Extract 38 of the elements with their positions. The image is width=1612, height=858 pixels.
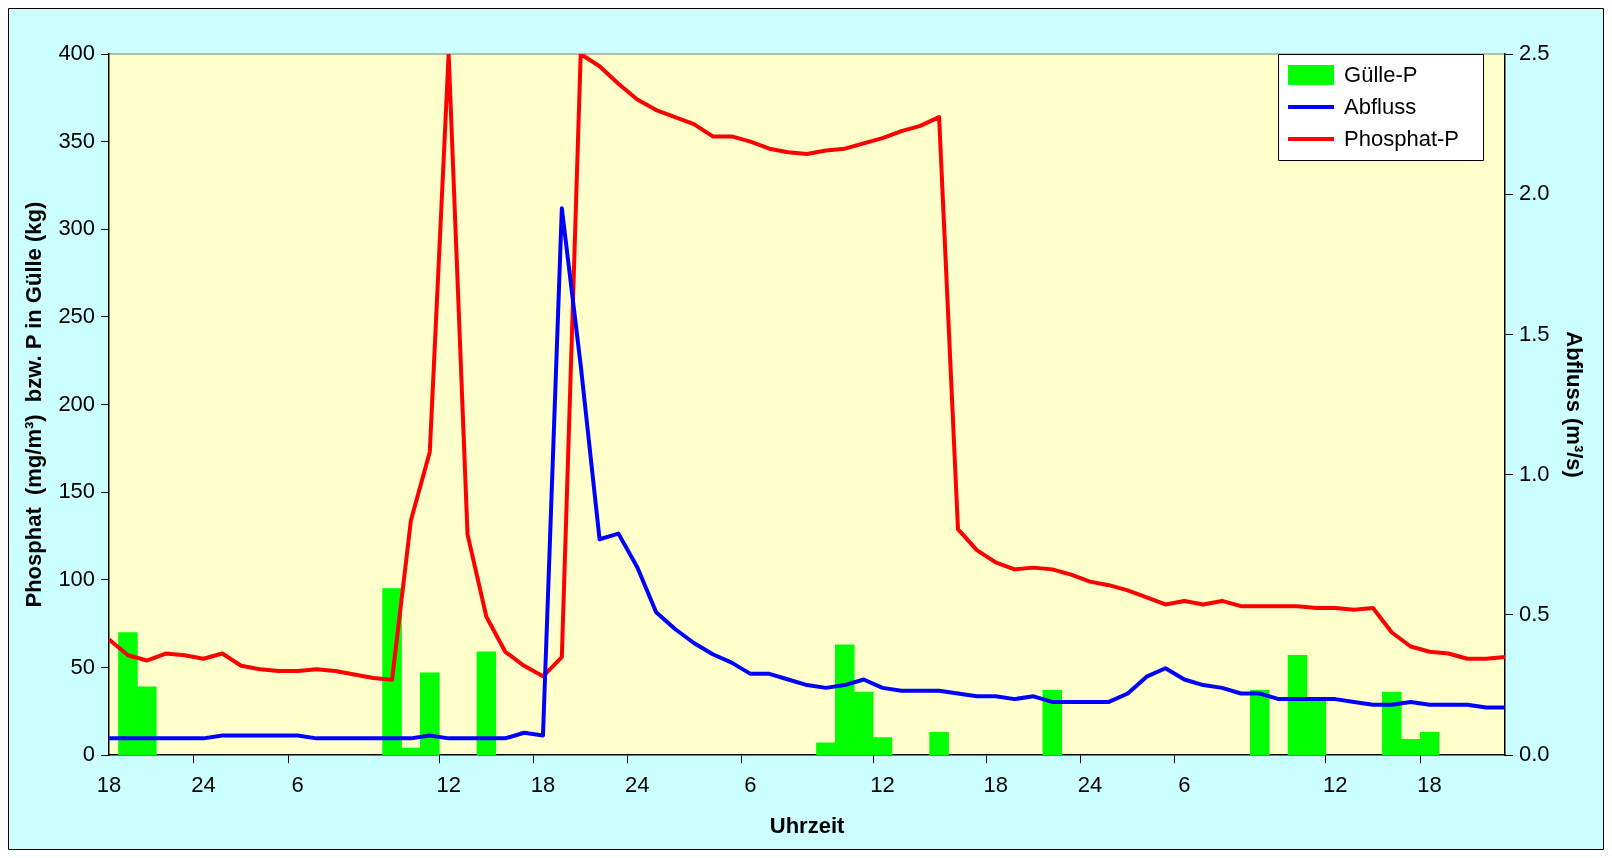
x-tick-label: 18 — [530, 772, 556, 798]
y-tick-label: 400 — [58, 40, 96, 66]
y2-axis-title: Abfluss (m³/s) — [1561, 331, 1587, 478]
x-tick-label: 24 — [625, 772, 650, 798]
y2-tick-label: 1.0 — [1519, 460, 1550, 486]
bar — [476, 651, 497, 756]
y-tick-label: 150 — [58, 478, 96, 504]
x-tick-label: 24 — [1077, 772, 1103, 798]
legend-label: Phosphat-P — [1344, 126, 1460, 152]
x-tick-label: 12 — [870, 772, 895, 798]
x-axis-title: Uhrzeit — [769, 812, 846, 838]
y2-tick-label: 1.5 — [1519, 320, 1550, 346]
y-tick-label: 350 — [58, 127, 96, 153]
y2-tick-label: 2.5 — [1519, 40, 1550, 66]
y2-tick-label: 2.0 — [1519, 180, 1550, 206]
x-tick-label: 12 — [436, 772, 461, 798]
x-tick-label: 6 — [744, 772, 757, 798]
bar — [929, 732, 949, 756]
x-tick-label: 6 — [1178, 772, 1191, 798]
y-tick-label: 300 — [58, 215, 96, 241]
x-tick-label: 18 — [983, 772, 1008, 798]
x-tick-label: 18 — [96, 772, 122, 798]
x-tick-label: 12 — [1323, 772, 1348, 798]
legend-label: Gülle-P — [1344, 62, 1418, 88]
y-tick-label: 200 — [58, 390, 96, 416]
y-axis-title: Phosphat (mg/m³) bzw. P in Gülle (kg) — [21, 201, 47, 608]
y-tick-label: 100 — [58, 565, 96, 591]
x-tick-label: 24 — [191, 772, 216, 798]
x-tick-label: 18 — [1417, 772, 1442, 798]
y2-tick-label: 0.5 — [1519, 601, 1550, 627]
bar — [1042, 690, 1063, 756]
bar — [1250, 690, 1270, 756]
y2-tick-label: 0.0 — [1519, 741, 1550, 767]
x-tick-label: 6 — [291, 772, 304, 798]
y-tick-label: 250 — [58, 303, 96, 329]
y-tick-label: 50 — [70, 653, 96, 679]
legend-label: Abfluss — [1344, 94, 1417, 120]
y-tick-label: 0 — [82, 741, 96, 767]
